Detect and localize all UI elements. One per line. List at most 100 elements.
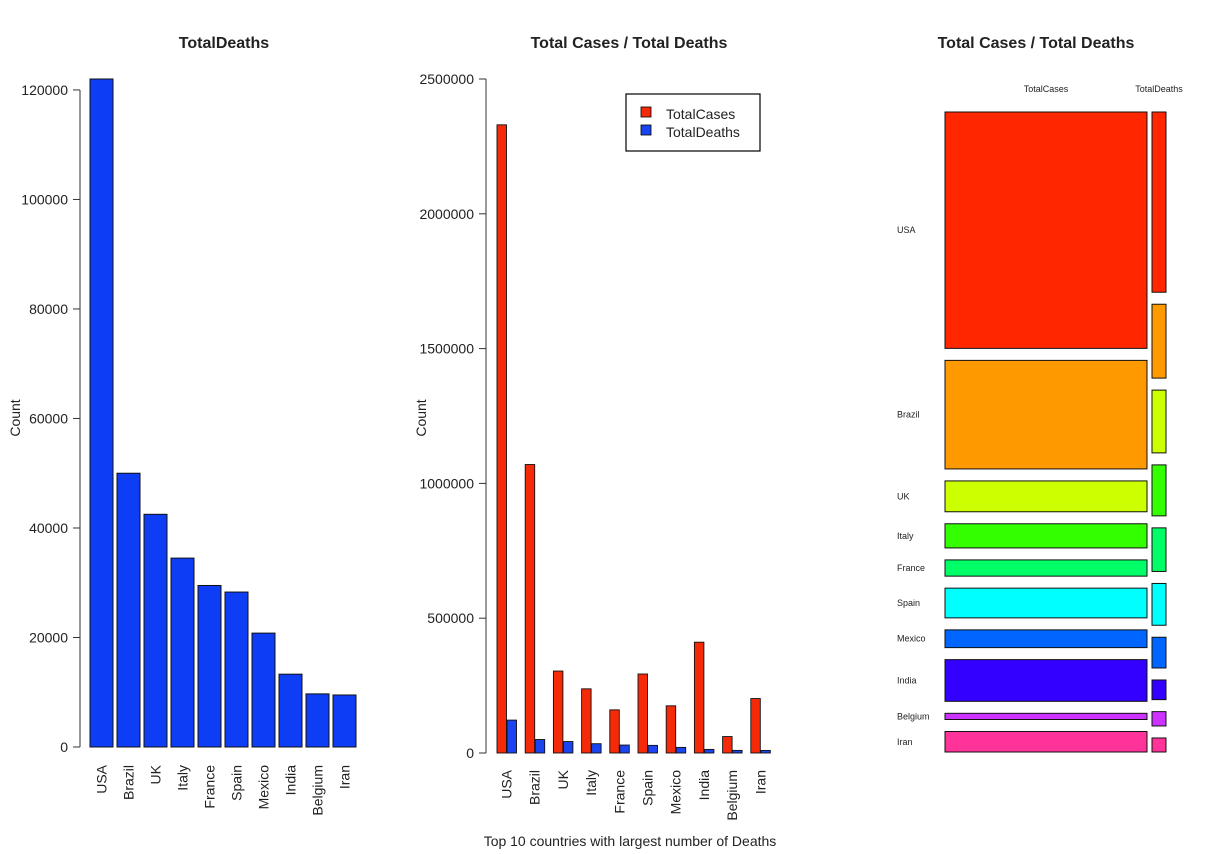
bar-totalcases-belgium bbox=[722, 736, 733, 754]
bar-totaldeaths-brazil bbox=[534, 739, 546, 754]
x-tick-label: Mexico bbox=[256, 765, 272, 810]
bar-totalcases-usa bbox=[496, 124, 507, 754]
bar-totaldeaths-uk bbox=[562, 741, 574, 754]
bar-totalcases-iran bbox=[750, 698, 761, 754]
x-axis-label: Top 10 countries with largest number of … bbox=[484, 833, 777, 849]
y-tick-label: 500000 bbox=[427, 610, 474, 626]
y-tick-label: 40000 bbox=[29, 520, 68, 536]
tile-total-cases-spain bbox=[944, 587, 1148, 619]
bar-totaldeaths-india bbox=[703, 748, 715, 754]
chart-title: TotalDeaths bbox=[179, 35, 269, 52]
x-tick-label: Italy bbox=[583, 770, 599, 796]
y-axis: 0 20000 40000 60000 80000 100000 120000 bbox=[21, 82, 81, 755]
y-axis: 0 500000 1000000 1500000 2000000 2500000 bbox=[419, 71, 487, 761]
tile-total-deaths-brazil bbox=[1151, 303, 1167, 379]
x-tick-label: India bbox=[696, 770, 712, 801]
legend-box bbox=[625, 93, 761, 152]
row-labels: USA Brazil UK Italy France Spain Mexico India Be… bbox=[897, 225, 930, 747]
tile-total-deaths-india bbox=[1151, 679, 1167, 701]
tile-total-deaths-belgium bbox=[1151, 711, 1167, 727]
mosaic-tiles bbox=[944, 111, 1167, 753]
y-axis-label: Count bbox=[413, 399, 429, 436]
legend-label-total-deaths: TotalDeaths bbox=[666, 124, 740, 140]
chart-title: Total Cases / Total Deaths bbox=[531, 35, 728, 52]
cases-deaths-bar-panel: Total Cases / Total Deaths Count Top 10 … bbox=[413, 35, 776, 849]
chart-title: Total Cases / Total Deaths bbox=[938, 35, 1135, 52]
x-tick-label: Iran bbox=[752, 770, 768, 794]
row-label: Belgium bbox=[897, 711, 930, 721]
tile-total-deaths-spain bbox=[1151, 582, 1167, 626]
tile-total-deaths-uk bbox=[1151, 389, 1167, 454]
bar-totalcases-india bbox=[693, 641, 705, 754]
column-label-total-deaths: TotalDeaths bbox=[1135, 84, 1183, 94]
bar-uk bbox=[143, 513, 168, 748]
y-axis-label: Count bbox=[7, 399, 23, 436]
bar-france bbox=[197, 584, 222, 748]
row-label: Spain bbox=[897, 598, 920, 608]
row-label: USA bbox=[897, 225, 916, 235]
tile-total-deaths-usa bbox=[1151, 111, 1167, 293]
bar-totaldeaths-belgium bbox=[732, 749, 743, 754]
bar-totaldeaths-iran bbox=[760, 749, 771, 754]
column-label-total-cases: TotalCases bbox=[1024, 84, 1069, 94]
x-tick-label: France bbox=[611, 770, 627, 814]
y-tick-label: 80000 bbox=[29, 301, 68, 317]
bar-totalcases-spain bbox=[637, 673, 648, 754]
x-tick-label: Belgium bbox=[724, 770, 740, 821]
x-tick-label: Brazil bbox=[527, 770, 543, 805]
x-tick-label: Spain bbox=[640, 770, 656, 806]
bar-totalcases-france bbox=[609, 709, 620, 754]
mosaic-panel: Total Cases / Total Deaths TotalCases To… bbox=[897, 35, 1183, 753]
y-tick-label: 20000 bbox=[29, 629, 68, 645]
bar-totaldeaths-mexico bbox=[675, 746, 687, 754]
y-tick-label: 1500000 bbox=[419, 341, 474, 357]
x-tick-labels: USA Brazil UK Italy France Spain Mexico India Be… bbox=[94, 764, 353, 815]
bar-totaldeaths-usa bbox=[506, 719, 517, 754]
tile-total-cases-india bbox=[944, 659, 1148, 702]
row-label: France bbox=[897, 563, 925, 573]
bar-totaldeaths-spain bbox=[647, 744, 658, 754]
bar-totalcases-uk bbox=[552, 670, 564, 754]
bar-mexico bbox=[251, 632, 276, 748]
tile-total-deaths-italy bbox=[1151, 464, 1167, 517]
tile-total-cases-uk bbox=[944, 480, 1148, 513]
row-label: Mexico bbox=[897, 634, 926, 644]
bar-belgium bbox=[305, 693, 330, 748]
bar-brazil bbox=[116, 472, 141, 748]
x-tick-label: Spain bbox=[229, 765, 245, 801]
row-label: UK bbox=[897, 491, 910, 501]
tile-total-cases-belgium bbox=[944, 712, 1148, 721]
bar-totalcases-brazil bbox=[524, 464, 536, 754]
bar-series bbox=[89, 78, 357, 748]
bar-totaldeaths-italy bbox=[591, 743, 602, 754]
x-tick-label: Belgium bbox=[310, 765, 326, 816]
row-label: Iran bbox=[897, 737, 913, 747]
y-tick-label: 100000 bbox=[21, 191, 68, 207]
x-tick-label: Brazil bbox=[121, 765, 137, 800]
tile-total-cases-iran bbox=[944, 731, 1148, 753]
y-tick-label: 0 bbox=[466, 745, 474, 761]
bar-india bbox=[278, 673, 303, 748]
y-tick-label: 0 bbox=[60, 739, 68, 755]
x-tick-label: UK bbox=[148, 764, 164, 784]
x-tick-label: Mexico bbox=[668, 770, 684, 815]
tile-total-cases-brazil bbox=[944, 359, 1148, 470]
y-tick-label: 120000 bbox=[21, 82, 68, 98]
row-label: Italy bbox=[897, 531, 914, 541]
x-tick-label: UK bbox=[555, 769, 571, 789]
y-tick-label: 1000000 bbox=[419, 475, 474, 491]
legend-label-total-cases: TotalCases bbox=[666, 106, 735, 122]
bar-series bbox=[496, 124, 771, 754]
x-tick-label: France bbox=[202, 765, 218, 809]
x-tick-label: India bbox=[283, 765, 299, 796]
tile-total-cases-france bbox=[944, 559, 1148, 577]
deaths-bar-panel: TotalDeaths Count 0 20000 40000 60000 80000 1… bbox=[7, 35, 357, 816]
bar-usa bbox=[89, 78, 114, 748]
legend-swatch-total-deaths bbox=[640, 124, 652, 136]
y-tick-label: 60000 bbox=[29, 410, 68, 426]
bar-totalcases-mexico bbox=[665, 705, 677, 754]
y-tick-label: 2500000 bbox=[419, 71, 474, 87]
tile-total-deaths-iran bbox=[1151, 737, 1167, 753]
